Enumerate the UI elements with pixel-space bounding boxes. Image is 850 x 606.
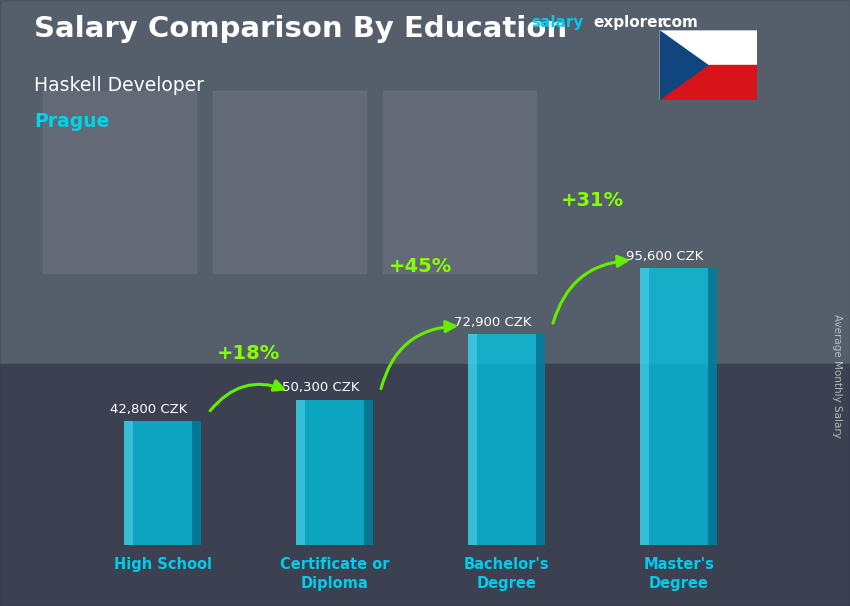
Bar — [640, 268, 649, 545]
Text: 72,900 CZK: 72,900 CZK — [454, 316, 532, 329]
Text: Average Monthly Salary: Average Monthly Salary — [832, 314, 842, 438]
Text: Salary Comparison By Education: Salary Comparison By Education — [34, 15, 567, 43]
Bar — [708, 268, 717, 545]
Bar — [659, 65, 756, 100]
Text: 42,800 CZK: 42,800 CZK — [110, 403, 188, 416]
Text: +31%: +31% — [561, 191, 624, 210]
Text: explorer: explorer — [593, 15, 666, 30]
Bar — [536, 334, 546, 545]
Bar — [0, 0, 850, 394]
Text: salary: salary — [531, 15, 584, 30]
Bar — [640, 268, 717, 545]
Text: .com: .com — [658, 15, 699, 30]
Bar — [296, 399, 373, 545]
Bar — [296, 399, 305, 545]
Bar — [468, 334, 478, 545]
Bar — [0, 364, 850, 606]
Text: Haskell Developer: Haskell Developer — [34, 76, 204, 95]
Bar — [192, 421, 201, 545]
Bar — [659, 30, 756, 65]
Text: 50,300 CZK: 50,300 CZK — [282, 381, 360, 395]
Bar — [364, 399, 373, 545]
Text: 95,600 CZK: 95,600 CZK — [626, 250, 704, 263]
Text: Prague: Prague — [34, 112, 110, 131]
Bar — [42, 91, 196, 273]
Bar — [468, 334, 546, 545]
FancyArrowPatch shape — [553, 256, 627, 323]
Polygon shape — [659, 30, 707, 100]
Bar — [124, 421, 201, 545]
Text: +18%: +18% — [217, 344, 280, 363]
Text: +45%: +45% — [389, 257, 452, 276]
Bar — [212, 91, 366, 273]
Bar — [382, 91, 536, 273]
FancyArrowPatch shape — [381, 322, 455, 388]
Bar — [124, 421, 133, 545]
FancyArrowPatch shape — [210, 381, 283, 411]
